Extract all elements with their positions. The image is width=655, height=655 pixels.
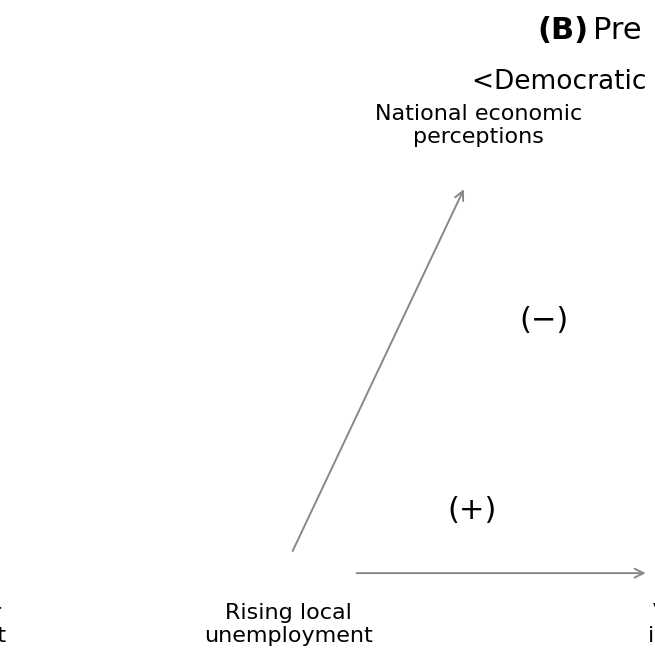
Text: Pre: Pre [593,16,641,45]
Text: National economic
perceptions: National economic perceptions [375,104,582,147]
Text: (B): (B) [537,16,588,45]
Text: Voting for
incumbent: Voting for incumbent [648,603,655,646]
Text: Rising local
unemployment: Rising local unemployment [204,603,373,646]
Text: (−): (−) [519,307,569,335]
Text: (+): (+) [447,496,496,525]
Text: <Democratic presidents>: <Democratic presidents> [472,69,655,95]
Text: Voting for
incumbent: Voting for incumbent [0,603,7,646]
